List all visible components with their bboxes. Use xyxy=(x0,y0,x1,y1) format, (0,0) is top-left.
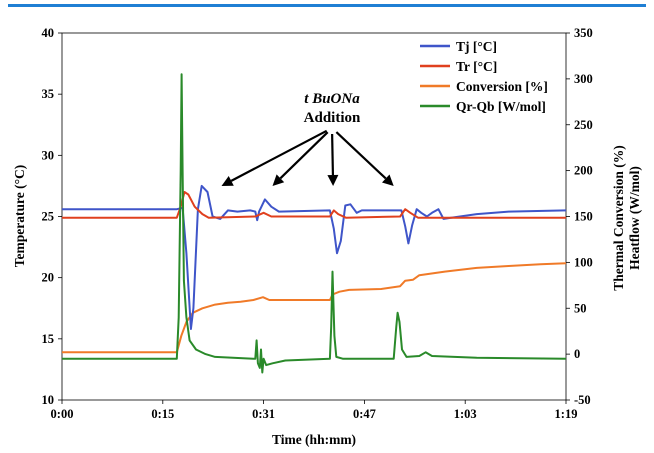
series-line-tr xyxy=(62,191,566,219)
x-axis-ticks: 0:00 0:15 0:31 0:47 1:03 1:19 xyxy=(51,400,578,421)
annotation-arrow-head xyxy=(221,176,234,186)
annotation-arrow-shaft xyxy=(230,129,328,182)
y-left-tick-label: 25 xyxy=(42,210,55,224)
y-left-tick-label: 10 xyxy=(42,393,55,407)
header-rule xyxy=(8,4,646,7)
y-right-axis-title-1: Thermal Conversion (%) xyxy=(611,145,626,291)
annotation-arrow-shaft xyxy=(331,133,335,176)
x-tick-label: 0:00 xyxy=(51,407,74,421)
annotation-arrow-shaft xyxy=(279,131,329,180)
right-axis-ticks: -50 0 50 100 150 200 250 300 350 xyxy=(566,26,593,407)
y-left-tick-label: 15 xyxy=(42,332,55,346)
x-axis-title: Time (hh:mm) xyxy=(272,432,356,447)
x-tick-label: 1:03 xyxy=(454,407,477,421)
series-line-conversion xyxy=(62,262,567,354)
y-right-tick-label: 300 xyxy=(574,72,593,86)
annotation-arrow-shaft xyxy=(335,131,387,180)
y-right-tick-label: 100 xyxy=(574,255,593,269)
left-axis-ticks: 10 15 20 25 30 35 40 xyxy=(42,26,62,407)
annotation-arrow-head xyxy=(272,174,285,186)
legend-label-tr: Tr [°C] xyxy=(456,59,497,74)
x-tick-label: 0:31 xyxy=(252,407,275,421)
series-layer xyxy=(62,73,567,374)
y-left-tick-label: 40 xyxy=(42,26,55,40)
annotation-arrows xyxy=(221,129,394,186)
legend-label-tj: Tj [°C] xyxy=(456,39,497,54)
y-right-tick-label: 50 xyxy=(574,301,587,315)
annotation-line-2: Addition xyxy=(304,110,361,126)
y-right-tick-label: 200 xyxy=(574,164,593,178)
legend-label-conversion: Conversion [%] xyxy=(456,79,548,94)
annotation-line-1: t BuONa xyxy=(304,91,360,107)
y-right-tick-label: 350 xyxy=(574,26,593,40)
x-tick-label: 1:19 xyxy=(555,407,578,421)
y-left-tick-label: 30 xyxy=(42,148,55,162)
y-right-tick-label: -50 xyxy=(574,393,591,407)
y-left-tick-label: 35 xyxy=(42,87,55,101)
y-right-tick-label: 150 xyxy=(574,210,593,224)
legend: Tj [°C] Tr [°C] Conversion [%] Qr-Qb [W/mol… xyxy=(420,39,548,114)
y-right-tick-label: 250 xyxy=(574,118,593,132)
x-tick-label: 0:15 xyxy=(151,407,174,421)
y-right-tick-label: 0 xyxy=(574,347,580,361)
series-line-heatflow xyxy=(62,73,567,374)
series-line-tj xyxy=(62,184,567,330)
annotation-arrow-head xyxy=(327,174,339,186)
y-right-axis-title-2: Heatflow (W/mol) xyxy=(627,166,642,270)
y-left-axis-title: Temperature (°C) xyxy=(12,165,27,268)
annotation-arrow-head xyxy=(382,174,394,186)
legend-label-heatflow: Qr-Qb [W/mol] xyxy=(456,99,546,114)
addition-annotation: t BuONa Addition xyxy=(221,91,394,186)
x-tick-label: 0:47 xyxy=(353,407,376,421)
y-left-tick-label: 20 xyxy=(42,271,55,285)
